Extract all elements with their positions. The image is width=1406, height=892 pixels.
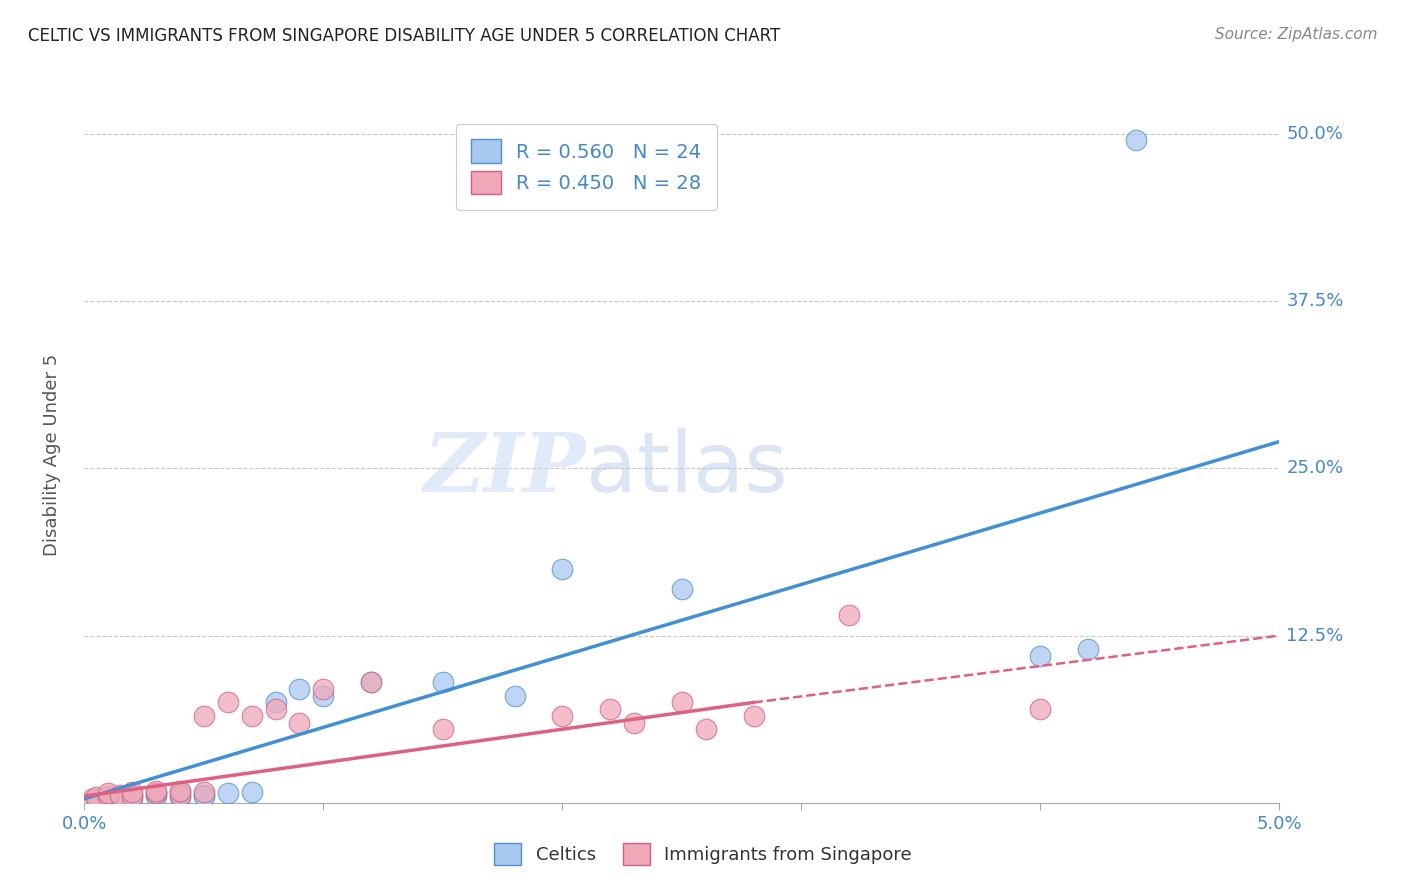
Point xyxy=(80,792,103,806)
Point xyxy=(193,788,215,802)
Point xyxy=(312,681,335,696)
Point xyxy=(97,790,120,805)
Point xyxy=(193,785,215,799)
Point xyxy=(671,582,693,596)
Point xyxy=(742,708,765,723)
Point xyxy=(169,790,191,805)
Text: Source: ZipAtlas.com: Source: ZipAtlas.com xyxy=(1215,27,1378,42)
Point xyxy=(86,792,108,806)
Point xyxy=(1029,702,1052,716)
Point xyxy=(838,608,860,623)
Point xyxy=(360,675,382,690)
Text: 12.5%: 12.5% xyxy=(1286,626,1344,645)
Point xyxy=(264,702,287,716)
Point xyxy=(145,784,167,797)
Point xyxy=(217,696,239,710)
Point xyxy=(240,708,263,723)
Point xyxy=(110,788,132,802)
Point xyxy=(1029,648,1052,663)
Point xyxy=(551,708,574,723)
Legend: Celtics, Immigrants from Singapore: Celtics, Immigrants from Singapore xyxy=(485,834,921,874)
Point xyxy=(360,675,382,690)
Point xyxy=(432,675,454,690)
Point xyxy=(121,788,143,802)
Point xyxy=(623,715,645,730)
Point xyxy=(1077,642,1099,657)
Point xyxy=(288,715,311,730)
Point xyxy=(217,787,239,801)
Point xyxy=(193,789,215,803)
Text: 25.0%: 25.0% xyxy=(1286,459,1344,477)
Point xyxy=(599,702,621,716)
Point xyxy=(1125,134,1147,148)
Point xyxy=(193,708,215,723)
Point xyxy=(503,689,526,703)
Text: atlas: atlas xyxy=(586,428,787,509)
Point xyxy=(121,785,143,799)
Point xyxy=(145,787,167,801)
Point xyxy=(169,788,191,802)
Point xyxy=(264,696,287,710)
Point xyxy=(671,696,693,710)
Text: 50.0%: 50.0% xyxy=(1286,125,1343,143)
Point xyxy=(97,787,120,801)
Point xyxy=(97,789,120,803)
Point xyxy=(695,723,717,737)
Text: 37.5%: 37.5% xyxy=(1286,292,1344,310)
Text: ZIP: ZIP xyxy=(423,429,586,508)
Point xyxy=(169,785,191,799)
Legend: R = 0.560   N = 24, R = 0.450   N = 28: R = 0.560 N = 24, R = 0.450 N = 28 xyxy=(456,124,717,210)
Point xyxy=(121,792,143,806)
Point xyxy=(432,723,454,737)
Point xyxy=(110,789,132,803)
Point xyxy=(86,790,108,805)
Point xyxy=(145,789,167,803)
Y-axis label: Disability Age Under 5: Disability Age Under 5 xyxy=(42,354,60,556)
Point xyxy=(121,789,143,803)
Point xyxy=(551,562,574,576)
Point xyxy=(240,785,263,799)
Point xyxy=(288,681,311,696)
Point xyxy=(145,787,167,801)
Point xyxy=(169,784,191,797)
Point xyxy=(312,689,335,703)
Text: CELTIC VS IMMIGRANTS FROM SINGAPORE DISABILITY AGE UNDER 5 CORRELATION CHART: CELTIC VS IMMIGRANTS FROM SINGAPORE DISA… xyxy=(28,27,780,45)
